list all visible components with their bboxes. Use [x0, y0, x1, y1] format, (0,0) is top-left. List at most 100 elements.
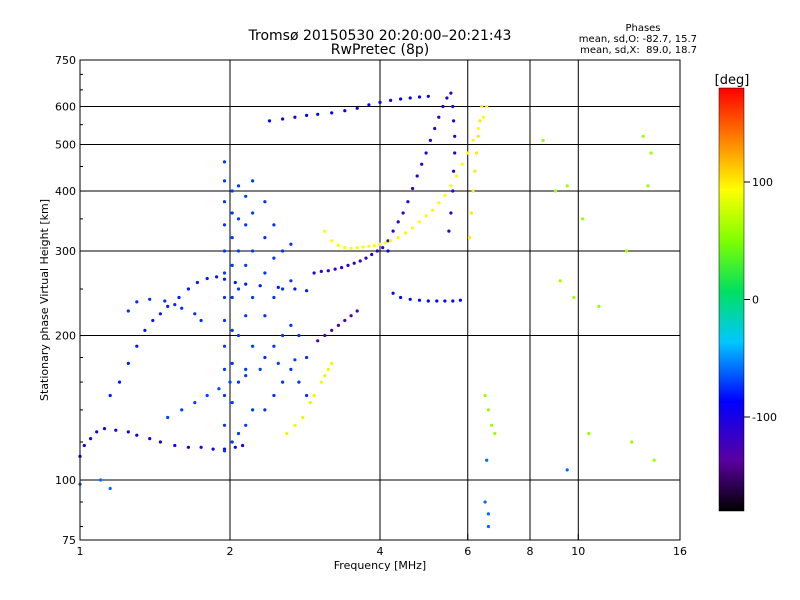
data-point	[323, 229, 327, 233]
data-point	[276, 285, 280, 289]
x-tick-label: 4	[377, 545, 384, 558]
data-point	[565, 184, 569, 188]
data-point	[236, 431, 241, 436]
data-point	[244, 223, 248, 227]
data-point	[193, 401, 197, 405]
data-point	[222, 367, 227, 371]
data-point	[330, 361, 334, 365]
x-tick-label: 6	[464, 545, 471, 558]
data-point	[466, 151, 470, 155]
data-point	[445, 96, 449, 100]
data-point	[411, 226, 415, 230]
data-point	[476, 134, 480, 138]
data-point	[486, 408, 490, 412]
data-point	[323, 333, 327, 338]
data-point	[316, 339, 320, 343]
data-point	[177, 295, 181, 300]
data-point	[641, 134, 645, 138]
chart-subtitle: RwPretec (8p)	[331, 42, 429, 58]
data-point	[173, 303, 177, 307]
data-point	[483, 500, 487, 504]
data-point	[186, 445, 190, 449]
data-point	[82, 443, 86, 448]
data-point	[222, 271, 227, 275]
data-points	[78, 91, 656, 529]
data-point	[230, 361, 234, 365]
data-point	[443, 193, 447, 197]
data-point	[143, 328, 147, 332]
data-point	[222, 393, 227, 398]
x-axis-label: Frequency [MHz]	[334, 559, 426, 572]
data-point	[95, 430, 99, 434]
data-point	[312, 393, 316, 398]
data-point	[424, 214, 428, 218]
data-point	[460, 162, 464, 166]
y-axis-label: Stationary phase Virtual Height [km]	[38, 199, 51, 401]
data-point	[126, 309, 130, 313]
data-point	[420, 162, 424, 166]
data-point	[222, 249, 227, 253]
data-point	[236, 184, 241, 188]
data-point	[652, 458, 656, 462]
data-point	[281, 117, 285, 121]
stats-heading: Phases	[625, 23, 660, 34]
data-point	[251, 249, 255, 253]
data-point	[399, 97, 403, 101]
data-point	[230, 211, 234, 215]
data-point	[565, 468, 569, 472]
data-point	[222, 423, 227, 427]
data-point	[493, 431, 497, 436]
data-point	[452, 169, 456, 173]
data-point	[222, 160, 227, 164]
data-point	[230, 263, 234, 267]
chart-title: Tromsø 20150530 20:20:00–20:21:43	[248, 28, 512, 44]
data-point	[326, 269, 330, 273]
data-point	[486, 512, 490, 516]
data-point	[151, 318, 155, 323]
data-point	[148, 437, 152, 441]
data-point	[415, 174, 419, 178]
data-point	[447, 229, 451, 233]
data-point	[426, 94, 430, 98]
data-point	[343, 246, 347, 250]
colorbar-ticks: 100 0 -100	[744, 176, 777, 424]
data-point	[326, 367, 330, 371]
data-point	[352, 261, 356, 265]
data-point	[166, 415, 170, 420]
data-point	[346, 263, 350, 267]
data-point	[451, 104, 455, 109]
data-point	[293, 287, 297, 291]
y-tick-label: 300	[55, 245, 76, 258]
data-point	[222, 223, 227, 227]
data-point	[108, 393, 112, 398]
data-point	[483, 393, 487, 398]
colorbar-tick-label: 100	[752, 176, 773, 189]
data-point	[358, 259, 362, 263]
data-point	[469, 211, 473, 215]
data-point	[222, 200, 227, 204]
data-point	[355, 246, 359, 250]
data-point	[233, 445, 237, 449]
data-point	[391, 291, 395, 295]
data-point	[244, 314, 248, 318]
data-point	[485, 104, 489, 109]
data-point	[473, 169, 477, 173]
data-point	[403, 231, 408, 235]
data-point	[490, 423, 494, 427]
y-tick-label: 75	[62, 534, 76, 547]
data-point	[236, 249, 241, 253]
data-point	[293, 423, 297, 427]
data-point	[433, 126, 437, 131]
data-point	[251, 295, 255, 300]
data-point	[381, 246, 385, 250]
data-point	[272, 295, 276, 300]
data-point	[330, 328, 334, 332]
data-point	[297, 333, 301, 338]
data-point	[391, 229, 395, 233]
data-point	[343, 318, 347, 323]
stats-line-x: mean, sd,X: 89.0, 18.7	[580, 45, 697, 56]
data-point	[478, 119, 482, 123]
data-point	[646, 184, 650, 188]
x-tick-label: 8	[527, 545, 534, 558]
